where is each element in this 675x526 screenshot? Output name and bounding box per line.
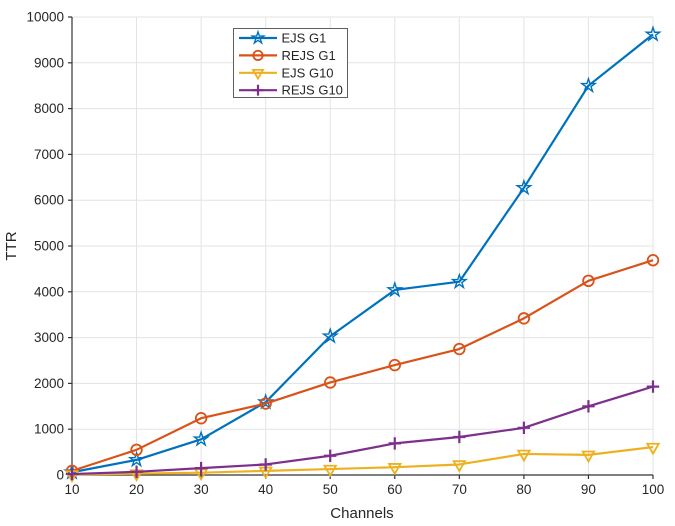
y-tick-label: 2000 <box>34 376 64 391</box>
plus-marker-icon <box>194 461 208 475</box>
circle-marker-icon <box>517 312 531 325</box>
star-marker-icon <box>579 76 598 94</box>
data-series <box>63 25 662 483</box>
circle-marker-icon <box>646 253 660 267</box>
series-line <box>71 259 654 472</box>
star-marker-icon <box>192 430 210 447</box>
legend-label: EJS G10 <box>282 65 334 80</box>
legend-box <box>233 28 348 98</box>
series-line <box>71 385 654 476</box>
series-rejs-g1 <box>65 253 660 478</box>
y-tick-label: 4000 <box>34 284 64 299</box>
y-tick-label: 0 <box>56 468 64 483</box>
star-marker-icon <box>249 29 267 45</box>
x-axis-label: Channels <box>330 505 393 522</box>
tick-labels: 10 20 30 40 50 60 70 80 90 1000100020003000400050… <box>26 10 664 498</box>
plus-marker-icon <box>646 380 660 393</box>
y-tick-label: 7000 <box>34 147 64 162</box>
legend-label: EJS G1 <box>282 31 327 46</box>
x-tick-label: 90 <box>581 482 596 497</box>
legend-item: EJS G1 <box>239 29 327 46</box>
x-tick-label: 60 <box>387 482 402 497</box>
y-tick-label: 8000 <box>34 101 64 116</box>
plus-marker-icon <box>324 449 337 462</box>
y-tick-label: 6000 <box>34 193 64 208</box>
circle-marker-icon <box>453 342 466 356</box>
y-tick-label: 9000 <box>34 55 64 70</box>
star-marker-icon <box>321 326 340 344</box>
legend: EJS G1 REJS G1 EJS G10 REJS G10 <box>233 28 348 98</box>
legend-item: REJS G10 <box>239 83 343 98</box>
triangle-down-marker-icon <box>251 68 265 81</box>
x-tick-label: 20 <box>129 482 144 497</box>
circle-marker-icon <box>324 376 337 389</box>
plus-marker-icon <box>130 465 143 478</box>
circle-marker-icon <box>194 412 208 425</box>
y-tick-label: 1000 <box>34 422 64 437</box>
x-tick-label: 70 <box>452 482 467 497</box>
triangle-down-marker-icon <box>581 450 596 464</box>
legend-item: EJS G10 <box>239 65 334 81</box>
star-marker-icon <box>644 25 662 42</box>
triangle-down-marker-icon <box>516 449 532 463</box>
plus-marker-icon <box>517 421 531 435</box>
legend-item: REJS G1 <box>239 48 336 63</box>
circle-marker-icon <box>130 443 143 457</box>
legend-label: REJS G1 <box>282 48 336 63</box>
x-tick-label: 40 <box>258 482 273 497</box>
y-axis-label: TTR <box>3 231 20 260</box>
grid-lines <box>71 16 654 476</box>
x-tick-label: 50 <box>323 482 338 497</box>
plus-marker-icon <box>65 467 79 481</box>
plus-marker-icon <box>453 430 466 444</box>
axes <box>68 16 654 479</box>
star-marker-icon <box>515 178 533 196</box>
triangle-down-marker-icon <box>322 464 338 478</box>
series-line <box>71 33 654 474</box>
star-marker-icon <box>127 450 146 468</box>
circle-marker-icon <box>388 358 401 372</box>
x-tick-label: 30 <box>194 482 209 497</box>
plus-marker-icon <box>259 458 272 471</box>
plus-marker-icon <box>252 84 264 96</box>
plus-marker-icon <box>582 400 595 413</box>
series-rejs-g10 <box>65 380 660 481</box>
x-tick-label: 80 <box>516 482 531 497</box>
series-line <box>71 445 654 476</box>
star-marker-icon <box>385 280 404 298</box>
x-tick-label: 100 <box>642 482 665 497</box>
x-tick-label: 10 <box>64 482 79 497</box>
circle-marker-icon <box>259 397 272 410</box>
plus-marker-icon <box>388 437 401 450</box>
series-ejs-g1 <box>63 25 662 480</box>
circle-marker-icon <box>252 49 264 61</box>
y-tick-label: 5000 <box>34 239 64 254</box>
triangle-down-marker-icon <box>452 460 467 473</box>
circle-marker-icon <box>582 274 595 288</box>
triangle-down-marker-icon <box>387 463 403 476</box>
y-tick-label: 3000 <box>34 330 64 345</box>
triangle-down-marker-icon <box>645 442 661 456</box>
legend-label: REJS G10 <box>282 83 343 98</box>
y-tick-label: 10000 <box>26 10 64 25</box>
star-marker-icon <box>450 272 469 290</box>
